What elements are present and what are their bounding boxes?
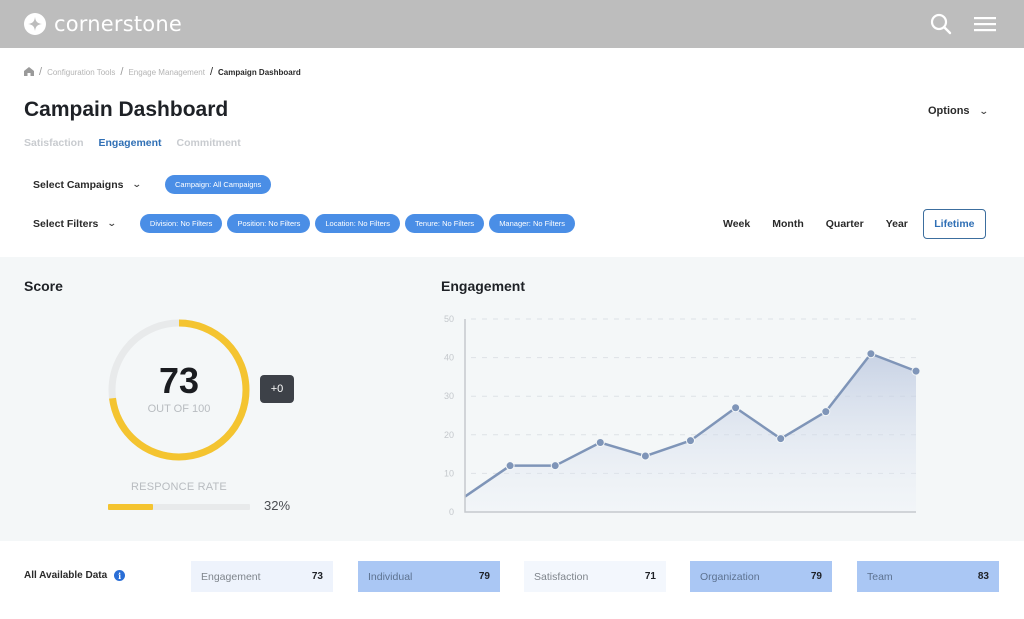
stat-card-engagement[interactable]: Engagement 73 bbox=[191, 561, 333, 592]
logo-icon bbox=[24, 13, 46, 35]
data-point[interactable] bbox=[686, 436, 695, 446]
campaign-chip[interactable]: Campaign: All Campaigns bbox=[165, 175, 272, 194]
all-available-data-label: All Available Data bbox=[24, 570, 108, 581]
stat-value: 73 bbox=[311, 571, 323, 582]
data-point[interactable] bbox=[911, 366, 921, 376]
info-icon[interactable]: i bbox=[114, 570, 126, 581]
home-icon[interactable] bbox=[24, 66, 34, 78]
options-label: Options bbox=[928, 105, 970, 117]
breadcrumb-current: Campaign Dashboard bbox=[218, 67, 301, 77]
period-quarter[interactable]: Quarter bbox=[825, 218, 864, 230]
score-gauge bbox=[108, 319, 250, 461]
top-bar: cornerstone bbox=[0, 0, 1024, 48]
stat-value: 79 bbox=[478, 571, 490, 582]
select-campaigns-dropdown[interactable]: Select Campaigns ⌄ bbox=[33, 178, 143, 191]
chevron-down-icon: ⌄ bbox=[978, 105, 989, 116]
data-point[interactable] bbox=[550, 461, 560, 471]
breadcrumb-separator: / bbox=[120, 66, 124, 78]
breadcrumb-configuration-tools[interactable]: Configuration Tools bbox=[47, 67, 116, 77]
brand-logo[interactable]: cornerstone bbox=[24, 12, 182, 36]
svg-text:20: 20 bbox=[444, 430, 454, 440]
period-week[interactable]: Week bbox=[723, 218, 751, 230]
data-point[interactable] bbox=[640, 451, 650, 461]
data-point[interactable] bbox=[866, 349, 876, 359]
filter-chip-manager[interactable]: Manager: No Filters bbox=[489, 214, 576, 233]
score-out-of: OUT OF 100 bbox=[147, 403, 211, 415]
period-month[interactable]: Month bbox=[772, 218, 804, 230]
data-point[interactable] bbox=[731, 403, 741, 413]
stat-label: Engagement bbox=[201, 570, 261, 583]
stat-card-individual[interactable]: Individual 79 bbox=[358, 561, 500, 592]
chevron-down-icon: ⌄ bbox=[107, 218, 118, 228]
engagement-title: Engagement bbox=[441, 278, 526, 294]
period-selector: Week Month Quarter Year Lifetime bbox=[712, 209, 986, 239]
tab-engagement[interactable]: Engagement bbox=[98, 137, 162, 149]
select-filters-label: Select Filters bbox=[33, 217, 99, 230]
filter-chip-location[interactable]: Location: No Filters bbox=[315, 214, 400, 233]
filters-row: Select Filters ⌄ Division: No Filters Po… bbox=[33, 214, 576, 233]
engagement-chart: 0 10 20 30 40 50 bbox=[444, 314, 921, 517]
stat-card-organization[interactable]: Organization 79 bbox=[690, 561, 832, 592]
filter-chip-position[interactable]: Position: No Filters bbox=[227, 214, 311, 233]
tab-bar: Satisfaction Engagement Commitment bbox=[24, 137, 241, 149]
stat-value: 83 bbox=[977, 571, 989, 582]
svg-text:10: 10 bbox=[444, 468, 454, 478]
data-point[interactable] bbox=[776, 434, 786, 444]
period-year[interactable]: Year bbox=[885, 218, 908, 230]
stat-label: Team bbox=[867, 570, 893, 583]
tab-commitment[interactable]: Commitment bbox=[176, 137, 241, 149]
page-title: Campain Dashboard bbox=[24, 98, 229, 121]
brand-name: cornerstone bbox=[54, 12, 182, 36]
search-icon[interactable] bbox=[929, 12, 953, 36]
response-rate-label: RESPONCE RATE bbox=[131, 481, 227, 493]
stat-label: Satisfaction bbox=[534, 570, 589, 583]
campaigns-row: Select Campaigns ⌄ Campaign: All Campaig… bbox=[33, 175, 272, 194]
stat-label: Organization bbox=[700, 570, 760, 583]
data-point[interactable] bbox=[595, 438, 605, 448]
breadcrumb-engage-management[interactable]: Engage Management bbox=[128, 67, 205, 77]
options-dropdown[interactable]: Options ⌄ bbox=[928, 105, 989, 117]
summary-bar bbox=[0, 541, 1024, 619]
svg-text:40: 40 bbox=[444, 353, 454, 363]
filter-chip-division[interactable]: Division: No Filters bbox=[139, 214, 223, 233]
select-filters-dropdown[interactable]: Select Filters ⌄ bbox=[33, 217, 118, 230]
stat-value: 71 bbox=[644, 571, 656, 582]
response-rate-value: 32% bbox=[264, 498, 291, 513]
filter-chip-tenure[interactable]: Tenure: No Filters bbox=[405, 214, 485, 233]
svg-text:0: 0 bbox=[449, 507, 454, 517]
score-value: 73 bbox=[158, 360, 200, 401]
score-title: Score bbox=[24, 278, 63, 294]
svg-text:30: 30 bbox=[444, 391, 454, 401]
stat-card-satisfaction[interactable]: Satisfaction 71 bbox=[524, 561, 666, 592]
select-campaigns-label: Select Campaigns bbox=[33, 178, 124, 191]
breadcrumb-separator: / bbox=[209, 66, 214, 78]
data-point[interactable] bbox=[821, 407, 831, 417]
response-rate-fill bbox=[108, 504, 154, 510]
tab-satisfaction[interactable]: Satisfaction bbox=[24, 137, 84, 149]
chevron-down-icon: ⌄ bbox=[132, 179, 143, 189]
stat-value: 79 bbox=[810, 571, 822, 582]
svg-text:50: 50 bbox=[444, 314, 454, 324]
response-rate-bar bbox=[108, 504, 250, 510]
breadcrumb: / Configuration Tools / Engage Managemen… bbox=[24, 66, 301, 78]
score-delta-badge: +0 bbox=[260, 375, 294, 403]
all-available-data: All Available Data i bbox=[24, 570, 126, 581]
breadcrumb-separator: / bbox=[39, 66, 43, 78]
stat-card-team[interactable]: Team 83 bbox=[857, 561, 999, 592]
hamburger-menu-icon[interactable] bbox=[973, 12, 997, 36]
data-point[interactable] bbox=[505, 461, 515, 471]
stat-label: Individual bbox=[368, 570, 413, 583]
period-lifetime[interactable]: Lifetime bbox=[922, 209, 986, 239]
